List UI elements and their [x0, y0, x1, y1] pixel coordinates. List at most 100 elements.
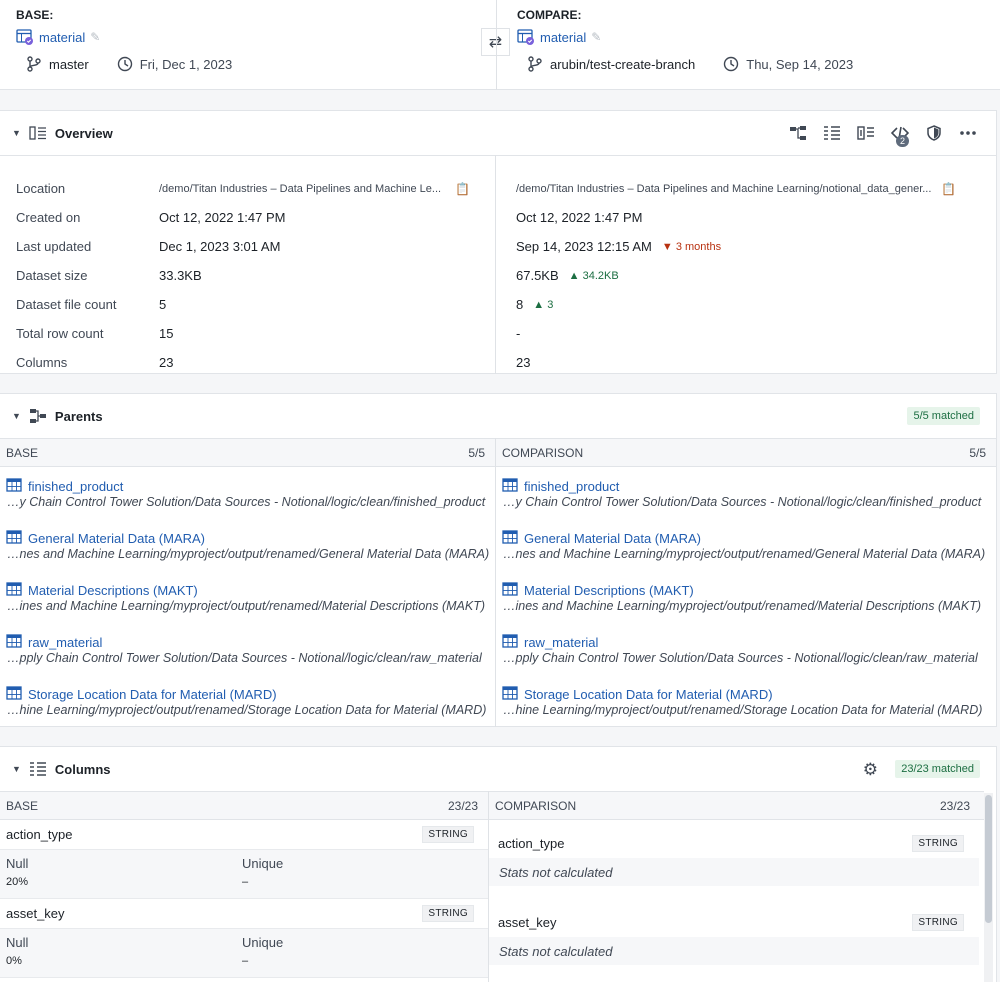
parent-name[interactable]: Material Descriptions (MAKT) — [524, 583, 694, 598]
scrollbar-thumb[interactable] — [985, 795, 992, 923]
clock-icon — [117, 56, 132, 72]
parent-name[interactable]: Material Descriptions (MAKT) — [28, 583, 198, 598]
caret-down-icon: ▼ — [12, 128, 21, 138]
delta-indicator: ▲ 3 — [533, 299, 553, 311]
triangle-up-icon: ▲ — [533, 298, 545, 311]
overview-compare-text: Sep 14, 2023 12:15 AM — [516, 239, 652, 254]
parent-link[interactable]: Material Descriptions (MAKT) — [6, 582, 198, 599]
base-branch[interactable]: master — [26, 56, 89, 72]
compare-meta: arubin/test-create-branch Thu, Sep 14, 2… — [527, 56, 881, 72]
delta-text: 3 — [547, 298, 554, 311]
parent-base-row[interactable]: raw_material …pply Chain Control Tower So… — [0, 623, 495, 675]
parent-compare-row[interactable]: raw_material …pply Chain Control Tower So… — [496, 623, 996, 675]
dataset-table-icon — [6, 582, 22, 599]
parent-link[interactable]: General Material Data (MARA) — [502, 530, 701, 547]
column-base-row[interactable]: action_type STRING — [0, 820, 488, 849]
code-icon[interactable]: 2 — [890, 123, 910, 147]
overview-compare-value: /demo/Titan Industries – Data Pipelines … — [516, 182, 956, 196]
parents-matched-badge: 5/5 matched — [907, 407, 980, 425]
column-type-badge: STRING — [912, 914, 964, 931]
shield-icon[interactable] — [924, 123, 944, 143]
parent-name[interactable]: General Material Data (MARA) — [524, 531, 701, 546]
parent-compare-row[interactable]: Storage Location Data for Material (MARD… — [496, 675, 996, 727]
branch-icon — [528, 56, 542, 72]
parent-name[interactable]: Storage Location Data for Material (MARD… — [28, 687, 277, 702]
unique-stat: Unique – — [242, 856, 283, 888]
compare-dataset-name[interactable]: material — [540, 29, 587, 45]
columns-compare-header: COMPARISON 23/23 — [489, 791, 984, 820]
parent-link[interactable]: finished_product — [6, 478, 123, 495]
parent-path: …ines and Machine Learning/myproject/out… — [7, 599, 485, 613]
clipboard-icon[interactable]: 📋 — [941, 181, 957, 196]
parent-compare-row[interactable]: finished_product …y Chain Control Tower S… — [496, 467, 996, 519]
columns-scrollbar[interactable] — [984, 793, 993, 982]
parent-link[interactable]: General Material Data (MARA) — [6, 530, 205, 547]
column-compare-row[interactable]: asset_key STRING — [492, 908, 978, 937]
dataset-icon — [16, 28, 34, 46]
swap-button[interactable]: ⇄ — [481, 28, 510, 56]
edit-pencil-icon[interactable]: ✎ — [591, 30, 602, 44]
column-stats: Null 20% Unique – — [0, 849, 488, 899]
edit-pencil-icon[interactable]: ✎ — [90, 30, 101, 44]
column-base-row[interactable]: asset_key STRING — [0, 899, 488, 928]
branch-icon — [27, 56, 41, 72]
base-dataset-name[interactable]: material — [39, 29, 86, 45]
parent-link[interactable]: Storage Location Data for Material (MARD… — [502, 686, 773, 703]
overview-row-label: Columns — [16, 355, 68, 370]
overview-row: Created on Oct 12, 2022 1:47 PM Oct 12, 20… — [0, 203, 996, 232]
parent-name[interactable]: Storage Location Data for Material (MARD… — [524, 687, 773, 702]
base-dataset[interactable]: material ✎ — [16, 28, 100, 46]
column-name: asset_key — [498, 915, 557, 930]
parent-compare-row[interactable]: Material Descriptions (MAKT) …ines and Ma… — [496, 571, 996, 623]
parent-path: …nes and Machine Learning/myproject/outp… — [7, 547, 490, 561]
parent-path: …pply Chain Control Tower Solution/Data … — [7, 651, 482, 665]
columns-list-icon[interactable] — [822, 123, 842, 143]
parent-link[interactable]: raw_material — [6, 634, 102, 651]
parent-compare-row[interactable]: General Material Data (MARA) …nes and Mac… — [496, 519, 996, 571]
overview-toggle[interactable]: ▼ Overview — [12, 111, 113, 155]
more-icon[interactable] — [958, 123, 978, 143]
settings-gear-icon[interactable]: ⚙ — [862, 760, 878, 779]
compare-dataset[interactable]: material ✎ — [517, 28, 601, 46]
triangle-down-icon: ▼ — [661, 240, 673, 253]
parent-name[interactable]: finished_product — [28, 479, 124, 494]
parent-link[interactable]: finished_product — [502, 478, 619, 495]
compare-branch[interactable]: arubin/test-create-branch — [527, 56, 695, 72]
parents-compare-header: COMPARISON 5/5 — [496, 438, 996, 467]
parent-name[interactable]: raw_material — [524, 635, 599, 650]
parent-link[interactable]: Material Descriptions (MAKT) — [502, 582, 694, 599]
parent-base-row[interactable]: Material Descriptions (MAKT) …ines and Ma… — [0, 571, 495, 623]
column-compare-row[interactable]: action_type STRING — [492, 829, 978, 858]
parent-path: …y Chain Control Tower Solution/Data Sou… — [503, 495, 982, 509]
stats-not-calculated: Stats not calculated — [489, 858, 979, 886]
overview-row-label: Dataset size — [16, 268, 88, 283]
overview-base-text: /demo/Titan Industries – Data Pipelines … — [159, 182, 442, 195]
column-name: asset_key — [6, 906, 65, 921]
parent-name[interactable]: General Material Data (MARA) — [28, 531, 205, 546]
overview-toolbar: 2 — [788, 123, 978, 147]
parent-name[interactable]: raw_material — [28, 635, 103, 650]
schema-compare-icon[interactable] — [856, 123, 876, 143]
parent-path: …hine Learning/myproject/output/renamed/… — [503, 703, 983, 717]
parent-name[interactable]: finished_product — [524, 479, 620, 494]
overview-base-value: /demo/Titan Industries – Data Pipelines … — [159, 182, 470, 196]
parent-base-row[interactable]: Storage Location Data for Material (MARD… — [0, 675, 495, 727]
overview-base-text: 5 — [159, 297, 167, 312]
base-meta: master Fri, Dec 1, 2023 — [26, 56, 260, 72]
overview-compare-text: 8 — [516, 297, 524, 312]
overview-row: Dataset file count 5 8 ▲ 3 — [0, 290, 996, 319]
parents-toggle[interactable]: ▼ Parents — [12, 394, 103, 438]
overview-compare-text: /demo/Titan Industries – Data Pipelines … — [516, 182, 932, 195]
parent-link[interactable]: Storage Location Data for Material (MARD… — [6, 686, 277, 703]
parent-link[interactable]: raw_material — [502, 634, 598, 651]
lineage-icon[interactable] — [788, 123, 808, 143]
parents-divider — [495, 438, 496, 727]
code-count-badge: 2 — [896, 135, 910, 147]
columns-toggle[interactable]: ▼ Columns — [12, 747, 111, 791]
clipboard-icon[interactable]: 📋 — [455, 181, 471, 196]
columns-title: Columns — [54, 761, 111, 777]
parent-base-row[interactable]: General Material Data (MARA) …nes and Mac… — [0, 519, 495, 571]
overview-row: Location/demo/Titan Industries – Data Pi… — [0, 174, 996, 203]
null-value: 20% — [6, 876, 29, 888]
parent-base-row[interactable]: finished_product …y Chain Control Tower S… — [0, 467, 495, 519]
